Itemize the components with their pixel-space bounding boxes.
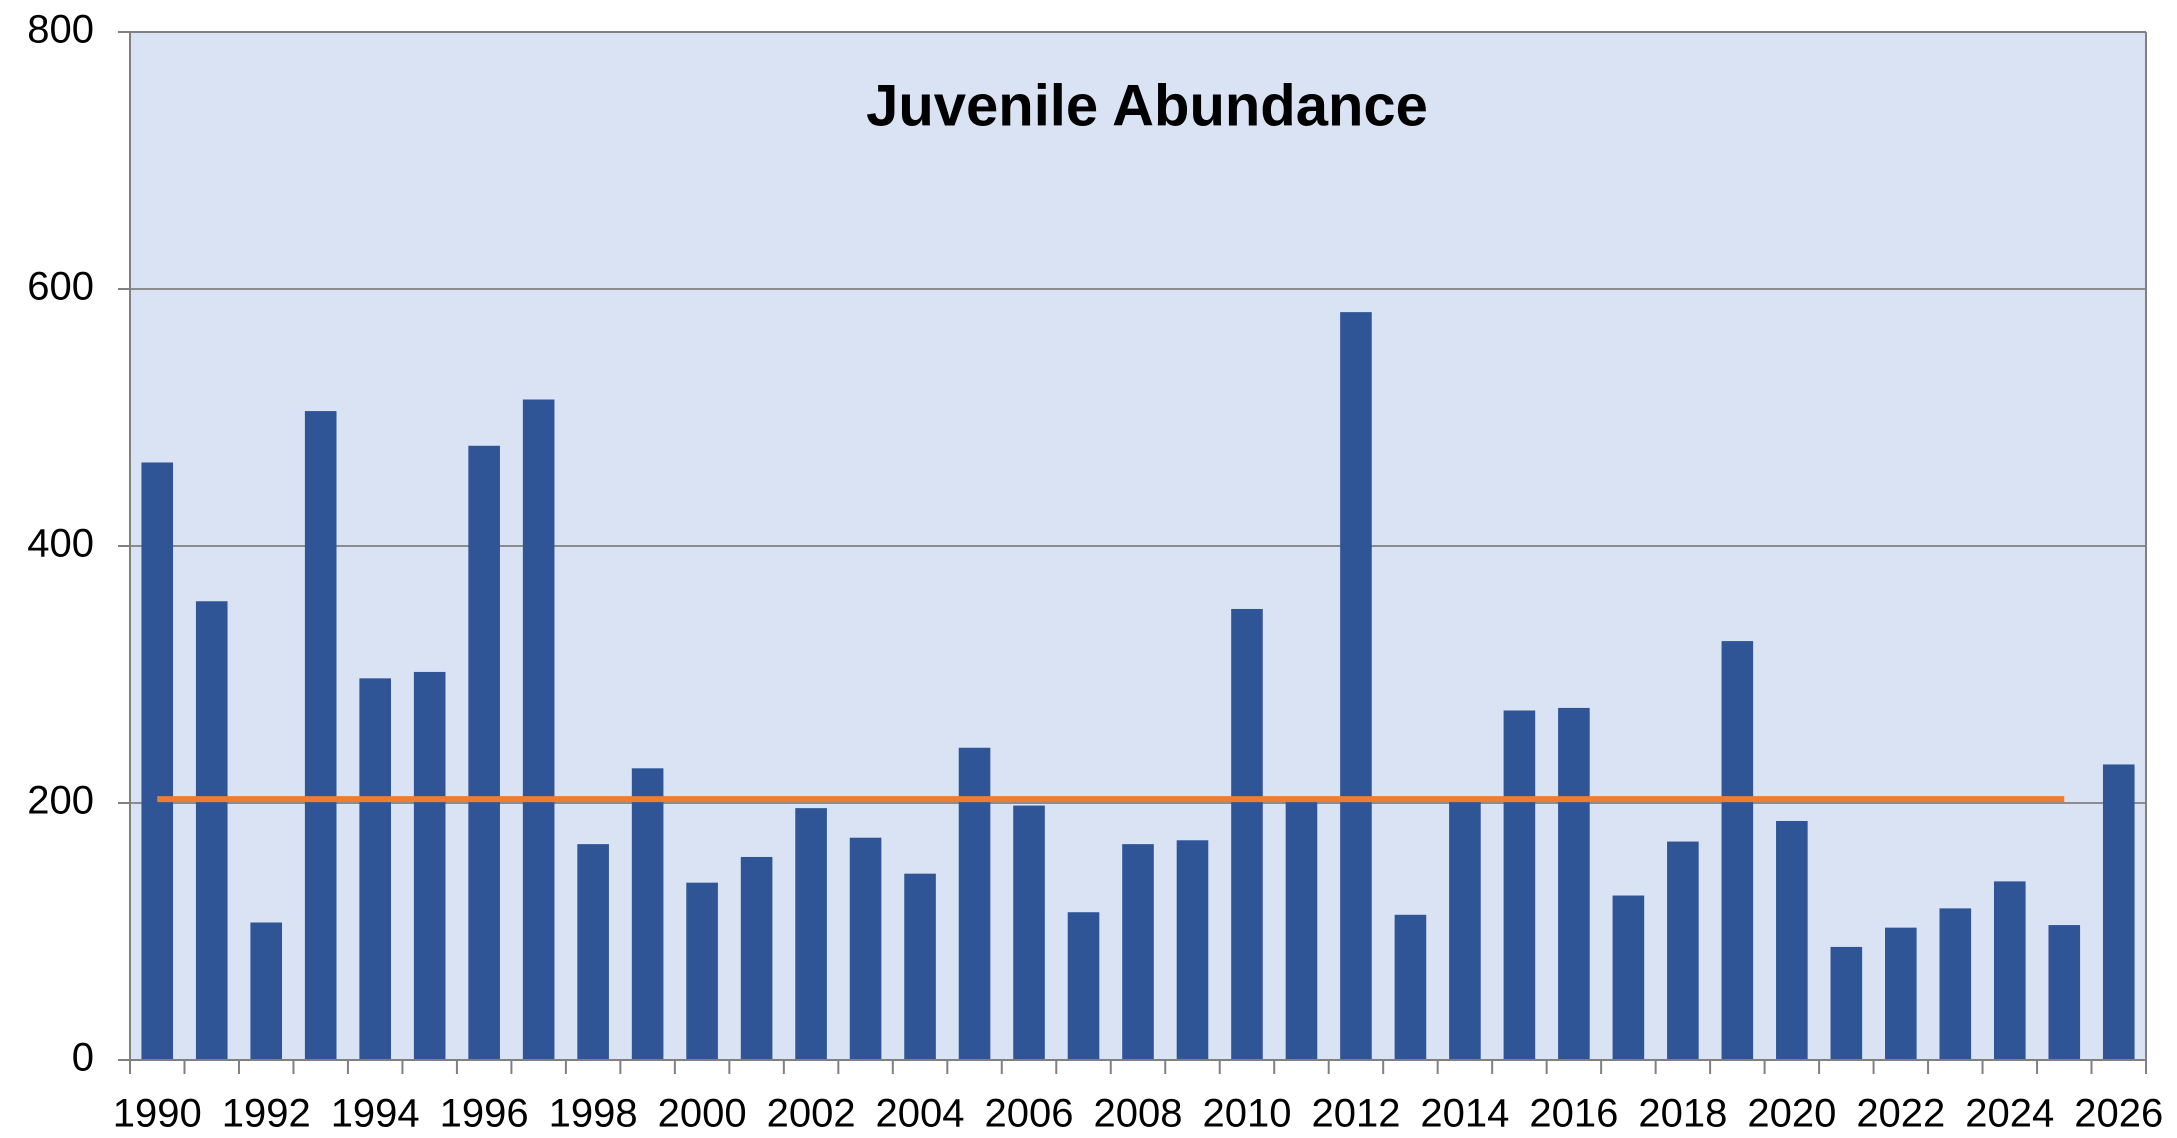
x-tick-label: 2008 <box>1094 1092 1183 1136</box>
x-tick-label: 2016 <box>1529 1092 1618 1136</box>
bar <box>1667 841 1699 1060</box>
x-tick-label: 2022 <box>1856 1092 1945 1136</box>
x-tick-label: 2026 <box>2074 1092 2163 1136</box>
bar <box>1776 820 1808 1060</box>
x-tick-label: 2012 <box>1311 1092 1400 1136</box>
bars <box>141 312 2135 1061</box>
axes: 0 200 400 600 800 1990 1992 1994 1996 1998 2000 200… <box>27 8 2163 1136</box>
x-tick-label: 2006 <box>985 1092 1074 1136</box>
bar <box>1067 912 1100 1060</box>
x-tick-label: 2000 <box>658 1092 747 1136</box>
chart-title: Juvenile Abundance <box>866 73 1428 138</box>
bar <box>1285 796 1318 1060</box>
bar <box>795 808 827 1060</box>
x-tick-label: 1994 <box>331 1092 420 1136</box>
bar <box>1340 312 1372 1060</box>
bar <box>1122 844 1154 1060</box>
bar <box>1830 946 1863 1060</box>
bar <box>1503 710 1536 1060</box>
bar <box>1885 927 1917 1060</box>
bar <box>577 844 609 1060</box>
bar <box>468 445 500 1060</box>
bar <box>1231 608 1263 1060</box>
y-tick-label: 400 <box>27 522 94 566</box>
bar <box>1394 914 1427 1060</box>
bar <box>1449 796 1481 1060</box>
bar <box>1993 881 2026 1060</box>
x-tick-label: 2024 <box>1965 1092 2054 1136</box>
x-tick-label: 2010 <box>1202 1092 1291 1136</box>
y-tick-label: 200 <box>27 779 94 823</box>
bar <box>1612 895 1645 1060</box>
bar <box>2048 925 2081 1060</box>
bar <box>740 856 773 1060</box>
y-tick-label: 800 <box>27 8 94 52</box>
x-tick-label: 2018 <box>1638 1092 1727 1136</box>
bar <box>686 882 718 1060</box>
bar <box>250 922 283 1060</box>
bar <box>1558 707 1590 1060</box>
x-tick-label: 1992 <box>222 1092 311 1136</box>
x-tick-label: 1990 <box>113 1092 202 1136</box>
bar <box>1721 641 1754 1060</box>
y-tick-label: 0 <box>72 1036 94 1080</box>
bar <box>849 837 882 1060</box>
bar <box>413 671 446 1060</box>
x-tick-label: 2002 <box>767 1092 856 1136</box>
bar <box>359 678 391 1060</box>
bar <box>522 399 555 1060</box>
x-tick-label: 2014 <box>1420 1092 1509 1136</box>
bar <box>1176 840 1209 1060</box>
bar <box>631 768 664 1060</box>
y-tick-label: 600 <box>27 265 94 309</box>
bar <box>1939 908 1972 1060</box>
bar <box>304 411 337 1060</box>
x-tick-label: 2020 <box>1747 1092 1836 1136</box>
bar <box>1013 805 1045 1060</box>
bar <box>904 873 936 1060</box>
x-tick-label: 1996 <box>440 1092 529 1136</box>
x-tick-label: 1998 <box>549 1092 638 1136</box>
x-tick-label: 2004 <box>876 1092 965 1136</box>
bar <box>195 601 228 1060</box>
bar <box>2102 764 2135 1060</box>
bar <box>958 747 991 1060</box>
bar <box>141 462 174 1061</box>
